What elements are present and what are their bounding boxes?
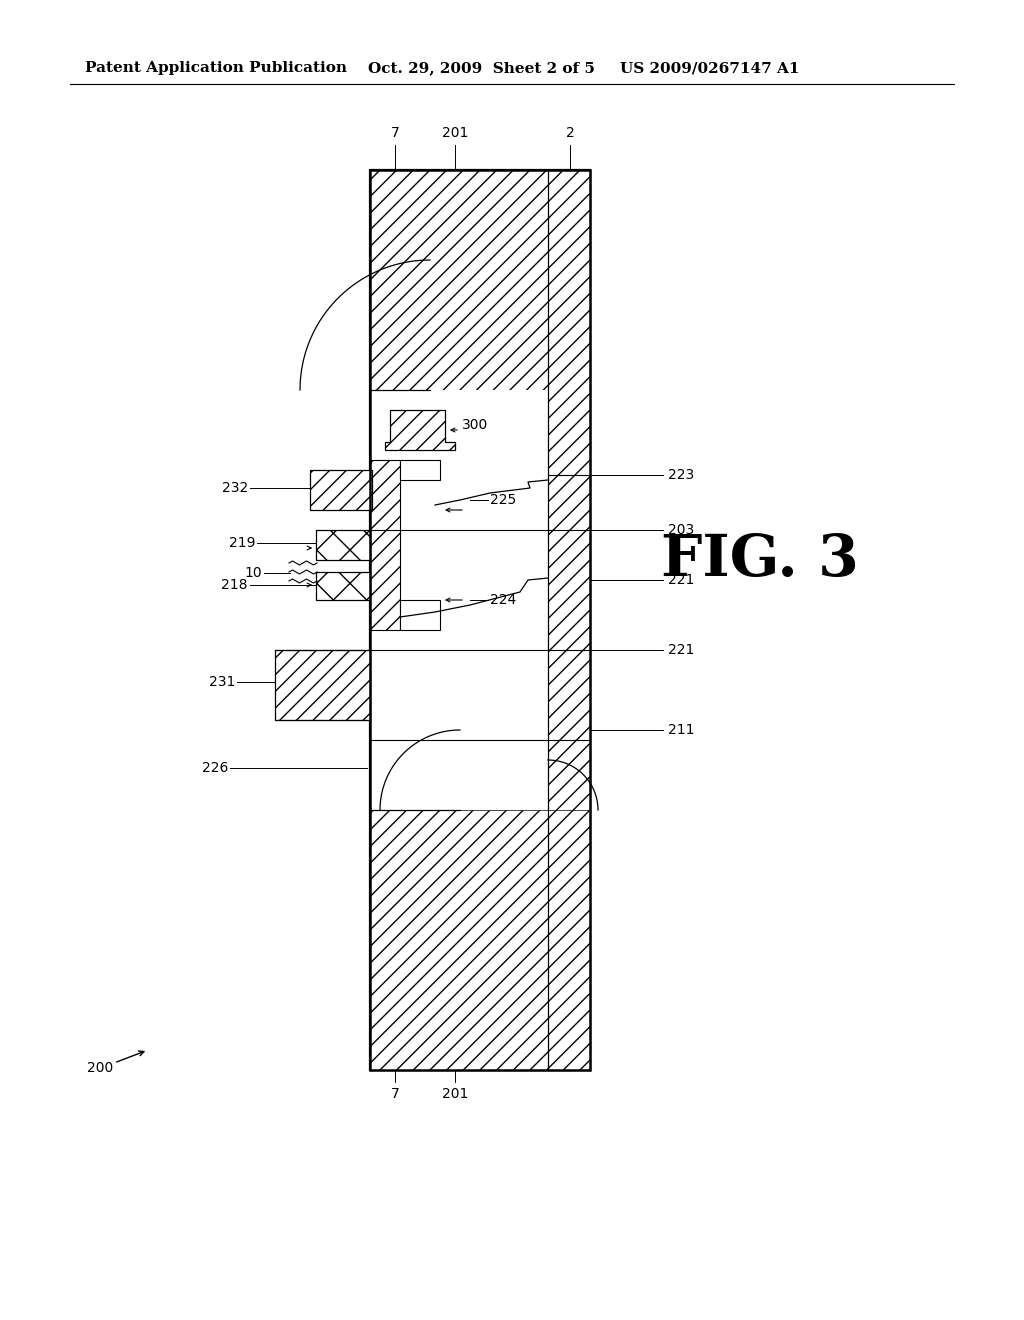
Text: 201: 201 — [441, 125, 468, 140]
Text: 218: 218 — [221, 578, 248, 591]
Text: 221: 221 — [668, 573, 694, 587]
Bar — [370, 170, 590, 389]
Bar — [400, 459, 440, 480]
Polygon shape — [385, 411, 455, 450]
Text: 2: 2 — [565, 125, 574, 140]
Text: 200: 200 — [87, 1061, 114, 1074]
Bar — [275, 649, 370, 719]
Bar — [370, 170, 590, 1071]
Text: 203: 203 — [668, 523, 694, 537]
Text: 221: 221 — [668, 643, 694, 657]
Text: 7: 7 — [390, 125, 399, 140]
Text: 201: 201 — [441, 1086, 468, 1101]
Bar — [316, 572, 370, 601]
Bar — [370, 170, 590, 1071]
Text: FIG. 3: FIG. 3 — [662, 532, 859, 587]
Text: 231: 231 — [209, 675, 234, 689]
Bar — [400, 601, 440, 630]
Bar — [316, 531, 370, 560]
Bar — [370, 389, 548, 810]
Text: 7: 7 — [390, 1086, 399, 1101]
Text: 224: 224 — [490, 593, 516, 607]
Bar — [370, 459, 400, 630]
Text: Oct. 29, 2009  Sheet 2 of 5: Oct. 29, 2009 Sheet 2 of 5 — [368, 61, 595, 75]
Text: 219: 219 — [228, 536, 255, 550]
Text: Patent Application Publication: Patent Application Publication — [85, 61, 347, 75]
Bar — [370, 810, 590, 1071]
Bar — [548, 170, 590, 1071]
Text: US 2009/0267147 A1: US 2009/0267147 A1 — [620, 61, 800, 75]
Text: 10: 10 — [245, 566, 262, 579]
Text: 232: 232 — [222, 480, 248, 495]
Bar — [310, 470, 372, 510]
Text: 211: 211 — [668, 723, 694, 737]
Text: 300: 300 — [462, 418, 488, 432]
Text: 225: 225 — [490, 492, 516, 507]
Text: 226: 226 — [202, 762, 228, 775]
Text: 223: 223 — [668, 469, 694, 482]
